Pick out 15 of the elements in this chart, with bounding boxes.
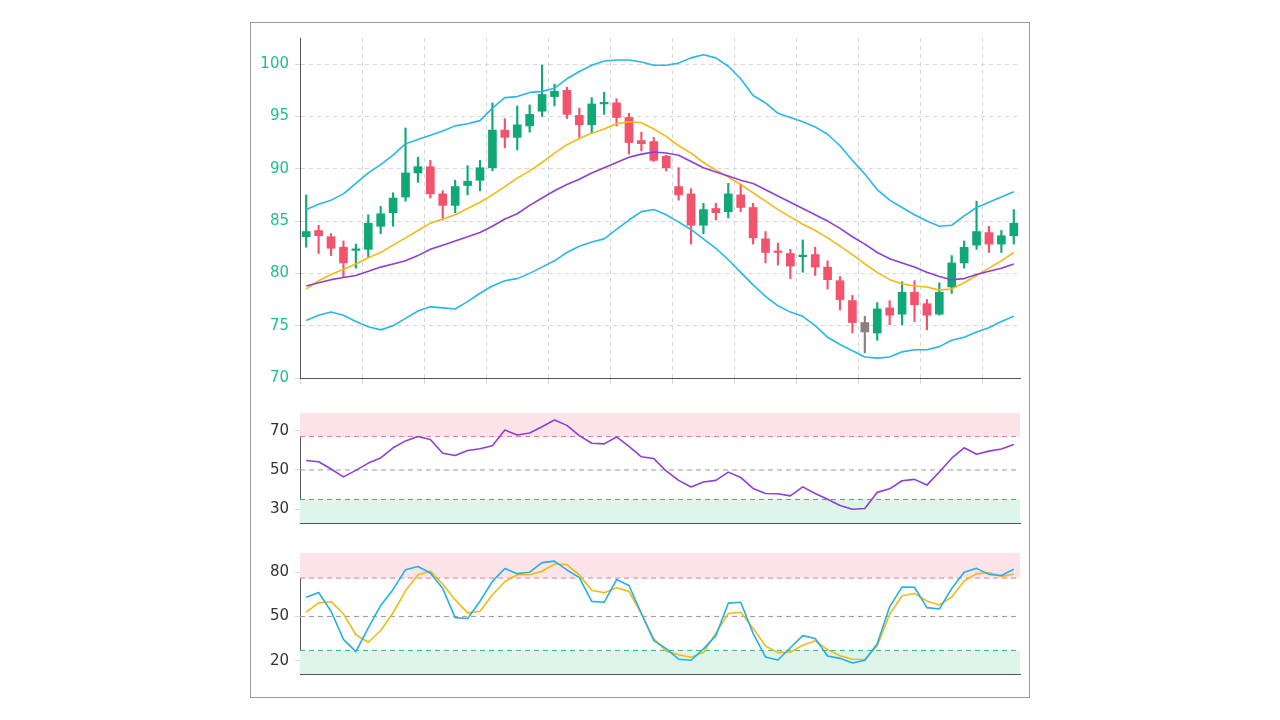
y-tick-label: 80 <box>269 562 289 581</box>
y-tick-label: 70 <box>269 420 289 439</box>
y-tick-label: 50 <box>269 606 289 625</box>
y-tick-label: 85 <box>269 210 289 229</box>
y-tick-label: 90 <box>269 158 289 177</box>
y-tick-label: 80 <box>269 263 289 282</box>
y-tick-label: 30 <box>269 499 289 518</box>
y-tick-label: 20 <box>269 650 289 669</box>
candlestick <box>972 200 981 250</box>
y-tick-label: 75 <box>269 315 289 334</box>
y-tick-label: 70 <box>269 367 289 386</box>
candlestick <box>910 280 919 322</box>
y-tick-label: 50 <box>269 459 289 478</box>
y-tick-label: 100 <box>260 54 289 73</box>
y-tick-label: 95 <box>269 106 289 125</box>
